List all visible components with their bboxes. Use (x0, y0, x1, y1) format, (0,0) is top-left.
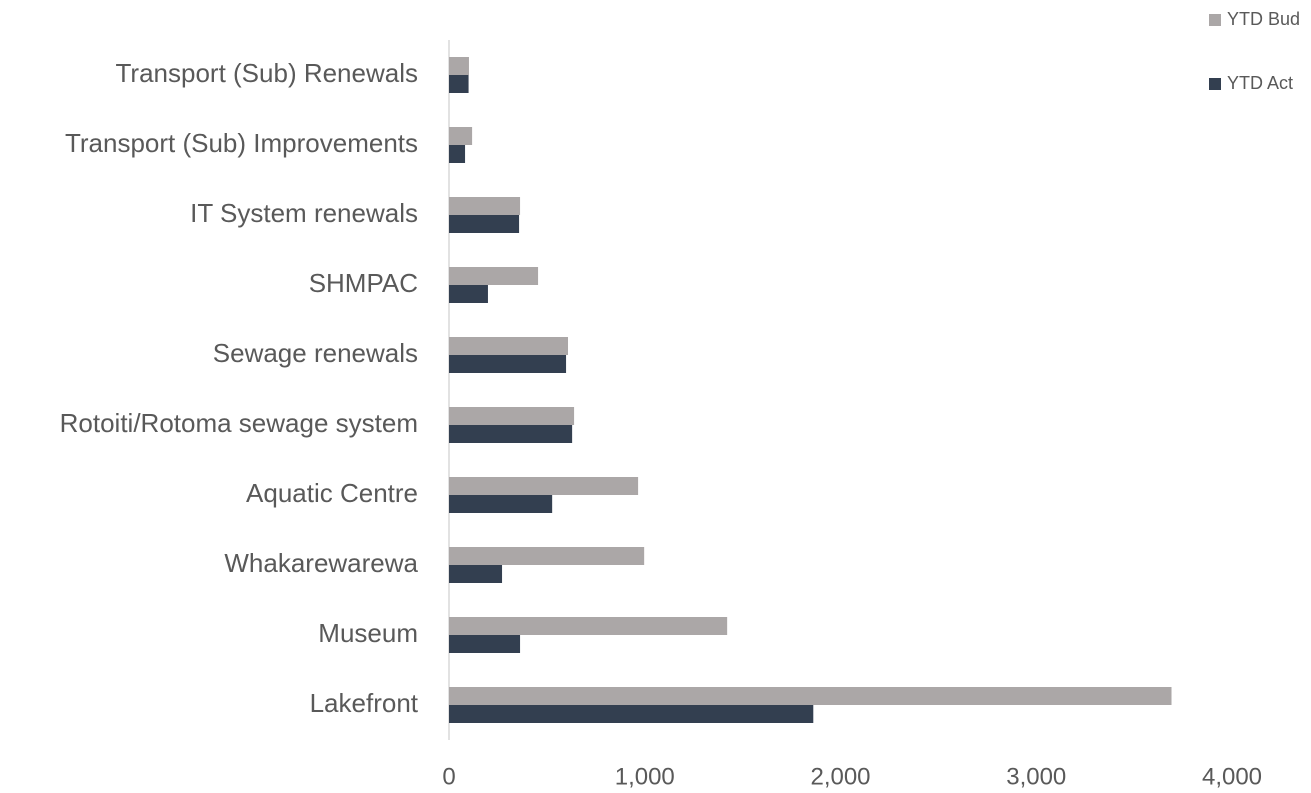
bar (449, 687, 1172, 705)
bar (449, 617, 728, 635)
x-tick-label: 2,000 (810, 763, 870, 790)
bar (449, 425, 573, 443)
legend-label: YTD Act (1227, 73, 1293, 93)
bar (449, 705, 814, 723)
bar (449, 75, 469, 93)
bar (449, 565, 503, 583)
bar (449, 547, 645, 565)
bar (449, 407, 575, 425)
y-tick-label: Lakefront (310, 688, 419, 718)
bar (449, 127, 473, 145)
bar (449, 355, 567, 373)
bar (449, 635, 521, 653)
y-tick-label: Museum (318, 618, 418, 648)
bar (449, 215, 520, 233)
legend-swatch (1209, 78, 1221, 90)
x-tick-label: 0 (442, 763, 455, 790)
y-tick-label: IT System renewals (190, 198, 418, 228)
bar (449, 477, 639, 495)
legend-label: YTD Bud (1227, 9, 1300, 29)
y-tick-label: Sewage renewals (213, 338, 418, 368)
y-tick-label: SHMPAC (309, 268, 418, 298)
x-tick-label: 3,000 (1006, 763, 1066, 790)
legend-swatch (1209, 14, 1221, 26)
bar (449, 285, 488, 303)
bar (449, 197, 521, 215)
bar (449, 57, 469, 75)
x-tick-label: 4,000 (1202, 763, 1262, 790)
bar (449, 337, 569, 355)
y-tick-label: Aquatic Centre (246, 478, 418, 508)
bar (449, 495, 553, 513)
y-tick-label: Whakarewarewa (224, 548, 418, 578)
bar (449, 267, 539, 285)
y-tick-label: Transport (Sub) Renewals (116, 58, 419, 88)
y-tick-label: Rotoiti/Rotoma sewage system (60, 408, 418, 438)
x-tick-label: 1,000 (615, 763, 675, 790)
bar (449, 145, 466, 163)
y-tick-label: Transport (Sub) Improvements (65, 128, 418, 158)
